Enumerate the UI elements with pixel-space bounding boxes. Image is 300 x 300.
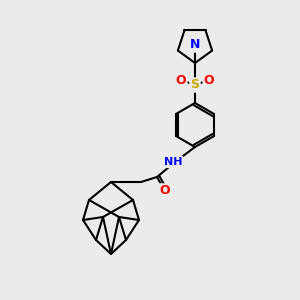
Text: O: O [160,184,170,197]
Text: N: N [190,38,200,52]
Text: S: S [190,79,200,92]
Text: O: O [204,74,214,86]
Text: NH: NH [164,157,182,167]
Text: O: O [176,74,186,86]
